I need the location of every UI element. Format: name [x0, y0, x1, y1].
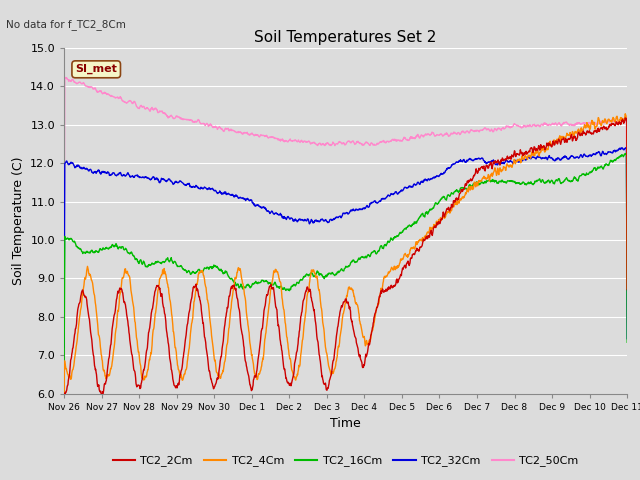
TC2_32Cm: [622, 145, 630, 151]
TC2_16Cm: [433, 201, 441, 207]
TC2_2Cm: [621, 115, 629, 121]
TC2_2Cm: [507, 156, 515, 162]
TC2_16Cm: [60, 388, 68, 394]
TC2_2Cm: [433, 220, 441, 226]
TC2_32Cm: [623, 336, 631, 342]
TC2_4Cm: [507, 163, 515, 168]
TC2_2Cm: [556, 141, 564, 146]
TC2_4Cm: [186, 345, 193, 351]
TC2_32Cm: [556, 157, 564, 163]
TC2_2Cm: [172, 385, 179, 391]
TC2_2Cm: [60, 468, 68, 473]
TC2_16Cm: [556, 179, 564, 185]
TC2_4Cm: [60, 445, 68, 451]
TC2_4Cm: [621, 111, 629, 117]
TC2_50Cm: [172, 114, 180, 120]
Line: TC2_2Cm: TC2_2Cm: [64, 118, 627, 470]
Title: Soil Temperatures Set 2: Soil Temperatures Set 2: [255, 30, 436, 46]
TC2_2Cm: [248, 387, 256, 393]
Line: TC2_16Cm: TC2_16Cm: [64, 154, 627, 391]
Line: TC2_4Cm: TC2_4Cm: [64, 114, 627, 448]
Text: No data for f_TC2_8Cm: No data for f_TC2_8Cm: [6, 19, 126, 30]
TC2_2Cm: [186, 309, 193, 315]
TC2_16Cm: [248, 281, 256, 287]
TC2_16Cm: [622, 151, 630, 156]
TC2_4Cm: [433, 219, 441, 225]
TC2_4Cm: [556, 135, 564, 141]
TC2_50Cm: [249, 131, 257, 137]
TC2_32Cm: [433, 173, 441, 179]
TC2_4Cm: [623, 286, 631, 291]
TC2_50Cm: [557, 122, 564, 128]
TC2_4Cm: [248, 355, 256, 361]
Line: TC2_50Cm: TC2_50Cm: [64, 77, 627, 323]
TC2_32Cm: [507, 158, 515, 164]
TC2_16Cm: [172, 259, 179, 265]
TC2_50Cm: [60, 294, 68, 300]
Line: TC2_32Cm: TC2_32Cm: [64, 148, 627, 347]
TC2_16Cm: [186, 268, 193, 274]
TC2_16Cm: [623, 339, 631, 345]
TC2_32Cm: [172, 179, 179, 184]
TC2_2Cm: [623, 287, 631, 292]
TC2_50Cm: [186, 118, 193, 123]
TC2_16Cm: [507, 178, 515, 184]
Y-axis label: Soil Temperature (C): Soil Temperature (C): [12, 156, 25, 285]
TC2_50Cm: [61, 74, 69, 80]
TC2_50Cm: [507, 124, 515, 130]
Text: SI_met: SI_met: [76, 64, 117, 74]
X-axis label: Time: Time: [330, 417, 361, 430]
TC2_32Cm: [186, 180, 193, 186]
TC2_50Cm: [433, 132, 441, 138]
TC2_50Cm: [623, 320, 631, 325]
TC2_32Cm: [60, 344, 68, 350]
Legend: TC2_2Cm, TC2_4Cm, TC2_16Cm, TC2_32Cm, TC2_50Cm: TC2_2Cm, TC2_4Cm, TC2_16Cm, TC2_32Cm, TC…: [108, 451, 583, 471]
TC2_4Cm: [172, 345, 179, 350]
TC2_32Cm: [248, 200, 256, 205]
